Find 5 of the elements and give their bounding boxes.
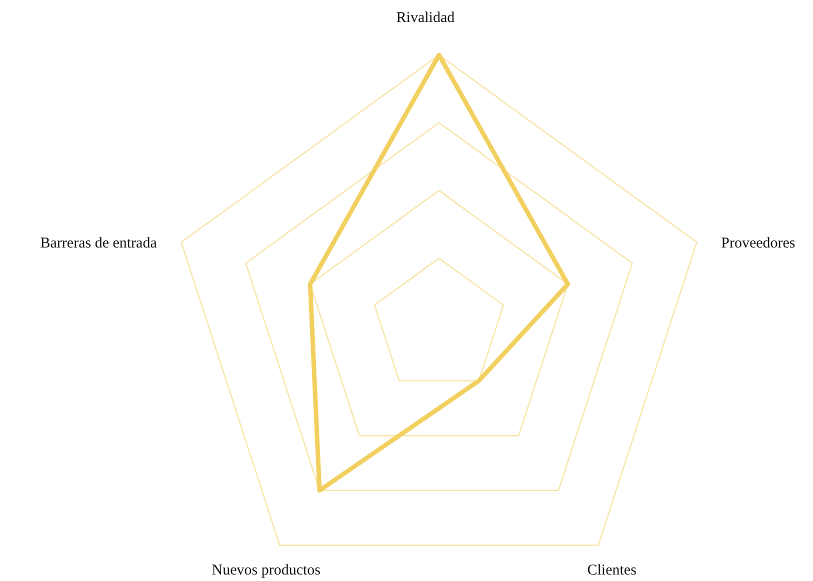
spoke-label: Barreras de entrada <box>40 235 158 252</box>
spoke-label: Nuevos productos <box>212 562 321 579</box>
spoke-label: Rivalidad <box>396 10 456 26</box>
spoke-label: Proveedores <box>721 235 796 252</box>
spoke-label: Clientes <box>587 562 637 579</box>
